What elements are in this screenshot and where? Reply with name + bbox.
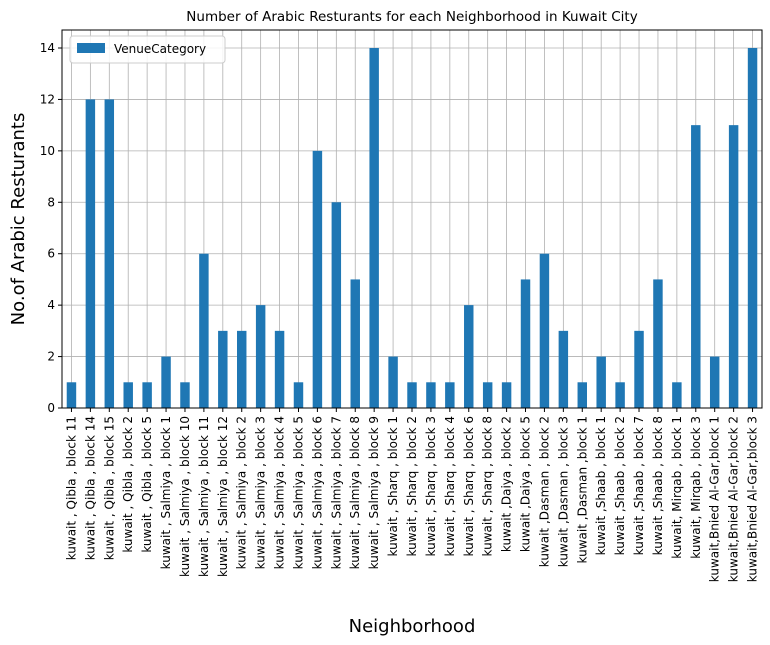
x-tick-label: kuwait , Qibla , block 5 — [140, 416, 154, 553]
bar — [634, 330, 644, 408]
x-tick-label: kuwait ,Dasman , block 3 — [556, 416, 570, 567]
bar — [180, 382, 190, 408]
x-tick-label: kuwait , Salmiya , block 11 — [197, 416, 211, 577]
bar — [558, 330, 569, 408]
bar — [464, 305, 474, 408]
x-tick-label: kuwait , Sharq , block 1 — [386, 416, 400, 556]
bar — [274, 330, 285, 408]
bar — [293, 382, 304, 408]
bar — [369, 48, 379, 408]
x-tick-label: kuwait , Salmiya , block 6 — [310, 416, 324, 569]
bars — [66, 48, 758, 409]
x-tick-label: kuwait , Qibla , block 15 — [102, 416, 116, 560]
bar — [85, 99, 96, 408]
bar — [104, 99, 115, 408]
bar — [672, 382, 682, 408]
bar — [199, 253, 209, 408]
x-tick-label: kuwait , Salmiya , block 9 — [367, 416, 381, 569]
chart-title: Number of Arabic Resturants for each Nei… — [186, 9, 637, 25]
x-tick-label: kuwait , Salmiya , block 4 — [273, 416, 287, 569]
bar — [350, 279, 360, 408]
y-tick-label: 12 — [40, 92, 55, 106]
x-tick-label: kuwait ,Shaab , block 2 — [613, 416, 627, 555]
x-tick-label: kuwait,Bnied Al-Gar,block 1 — [708, 416, 722, 582]
bar — [142, 382, 152, 408]
y-axis: 0 2 4 6 8 10 12 14 — [40, 41, 62, 415]
x-tick-label: kuwait , Salmiya , block 2 — [235, 416, 249, 569]
x-tick-label: kuwait , Qibla , block 11 — [64, 416, 78, 560]
x-tick-label: kuwait , Sharq , block 6 — [462, 416, 476, 556]
x-tick-label: kuwait,Bnied Al-Gar,block 3 — [746, 416, 760, 582]
x-tick-label: kuwait , Salmiya , block 12 — [216, 416, 230, 577]
legend-box — [69, 35, 226, 64]
x-tick-label: kuwait , Salmiya , block 5 — [291, 416, 305, 569]
y-tick-label: 4 — [47, 298, 55, 312]
bar — [426, 382, 436, 408]
x-tick-label: kuwait ,Shaab , block 1 — [594, 416, 608, 555]
bar — [445, 382, 455, 408]
x-tick-label: kuwait ,Dasman ,block 1 — [575, 416, 589, 563]
x-tick-label: kuwait , Salmiya , block 10 — [178, 416, 192, 577]
legend: VenueCategory — [69, 35, 226, 64]
y-tick-label: 8 — [47, 195, 55, 209]
y-tick-label: 14 — [40, 41, 55, 55]
x-tick-label: kuwait , Qibla , block 14 — [83, 416, 97, 560]
x-tick-label: kuwait , Salmiya , block 8 — [348, 416, 362, 569]
x-tick-label: kuwait ,Dasman , block 2 — [537, 416, 551, 567]
y-axis-title: No.of Arabic Resturants — [8, 113, 29, 326]
bar — [709, 356, 720, 408]
y-tick-label: 0 — [47, 401, 55, 415]
bar — [615, 382, 625, 408]
x-tick-label: kuwait , Salmiya , block 1 — [159, 416, 173, 569]
bar — [520, 279, 531, 408]
x-tick-label: kuwait,Bnied Al-Gar,block 2 — [727, 416, 741, 582]
y-tick-label: 6 — [47, 247, 55, 261]
x-tick-label: kuwait , Sharq , block 4 — [443, 416, 457, 556]
x-tick-label: kuwait , Sharq , block 8 — [481, 416, 495, 556]
bar — [218, 330, 228, 408]
x-tick-label: kuwait , Salmiya , block 7 — [329, 416, 343, 569]
bar — [728, 125, 739, 409]
x-tick-label: kuwait ,Shaab , block 8 — [651, 416, 665, 555]
bar — [407, 382, 417, 408]
x-tick-label: kuwait, Mirqab , block 1 — [670, 416, 684, 559]
y-tick-label: 10 — [40, 144, 55, 158]
x-tick-label: kuwait , Sharq , block 2 — [405, 416, 419, 556]
x-tick-label: kuwait ,Daiya , block 2 — [500, 416, 514, 552]
x-tick-label: kuwait , Salmiya , block 3 — [254, 416, 268, 569]
x-tick-label: kuwait ,Daiya , block 5 — [519, 416, 533, 552]
bar — [66, 382, 77, 408]
bar — [482, 382, 493, 408]
bar — [161, 356, 171, 408]
bar — [331, 202, 342, 408]
bar — [596, 356, 606, 408]
x-axis-title: Neighborhood — [349, 616, 476, 637]
bar — [691, 125, 701, 409]
bar — [123, 382, 133, 408]
bar — [237, 330, 247, 408]
y-tick-label: 2 — [47, 350, 55, 364]
legend-swatch — [77, 43, 105, 53]
bar — [539, 253, 550, 408]
bar — [501, 382, 512, 408]
bar — [577, 382, 587, 408]
x-tick-label: kuwait ,Shaab , block 7 — [632, 416, 646, 555]
x-tick-label: kuwait, Mirqab , block 3 — [689, 416, 703, 559]
bar — [653, 279, 663, 408]
bar — [312, 150, 323, 408]
x-tick-label: kuwait , Qibla , block 2 — [121, 416, 135, 553]
bar — [388, 356, 398, 408]
bar — [747, 48, 758, 408]
bar — [255, 305, 266, 408]
legend-label: VenueCategory — [114, 42, 206, 56]
x-tick-label: kuwait , Sharq , block 3 — [424, 416, 438, 556]
x-axis: kuwait , Qibla , block 11 kuwait , Qibla … — [64, 408, 760, 582]
